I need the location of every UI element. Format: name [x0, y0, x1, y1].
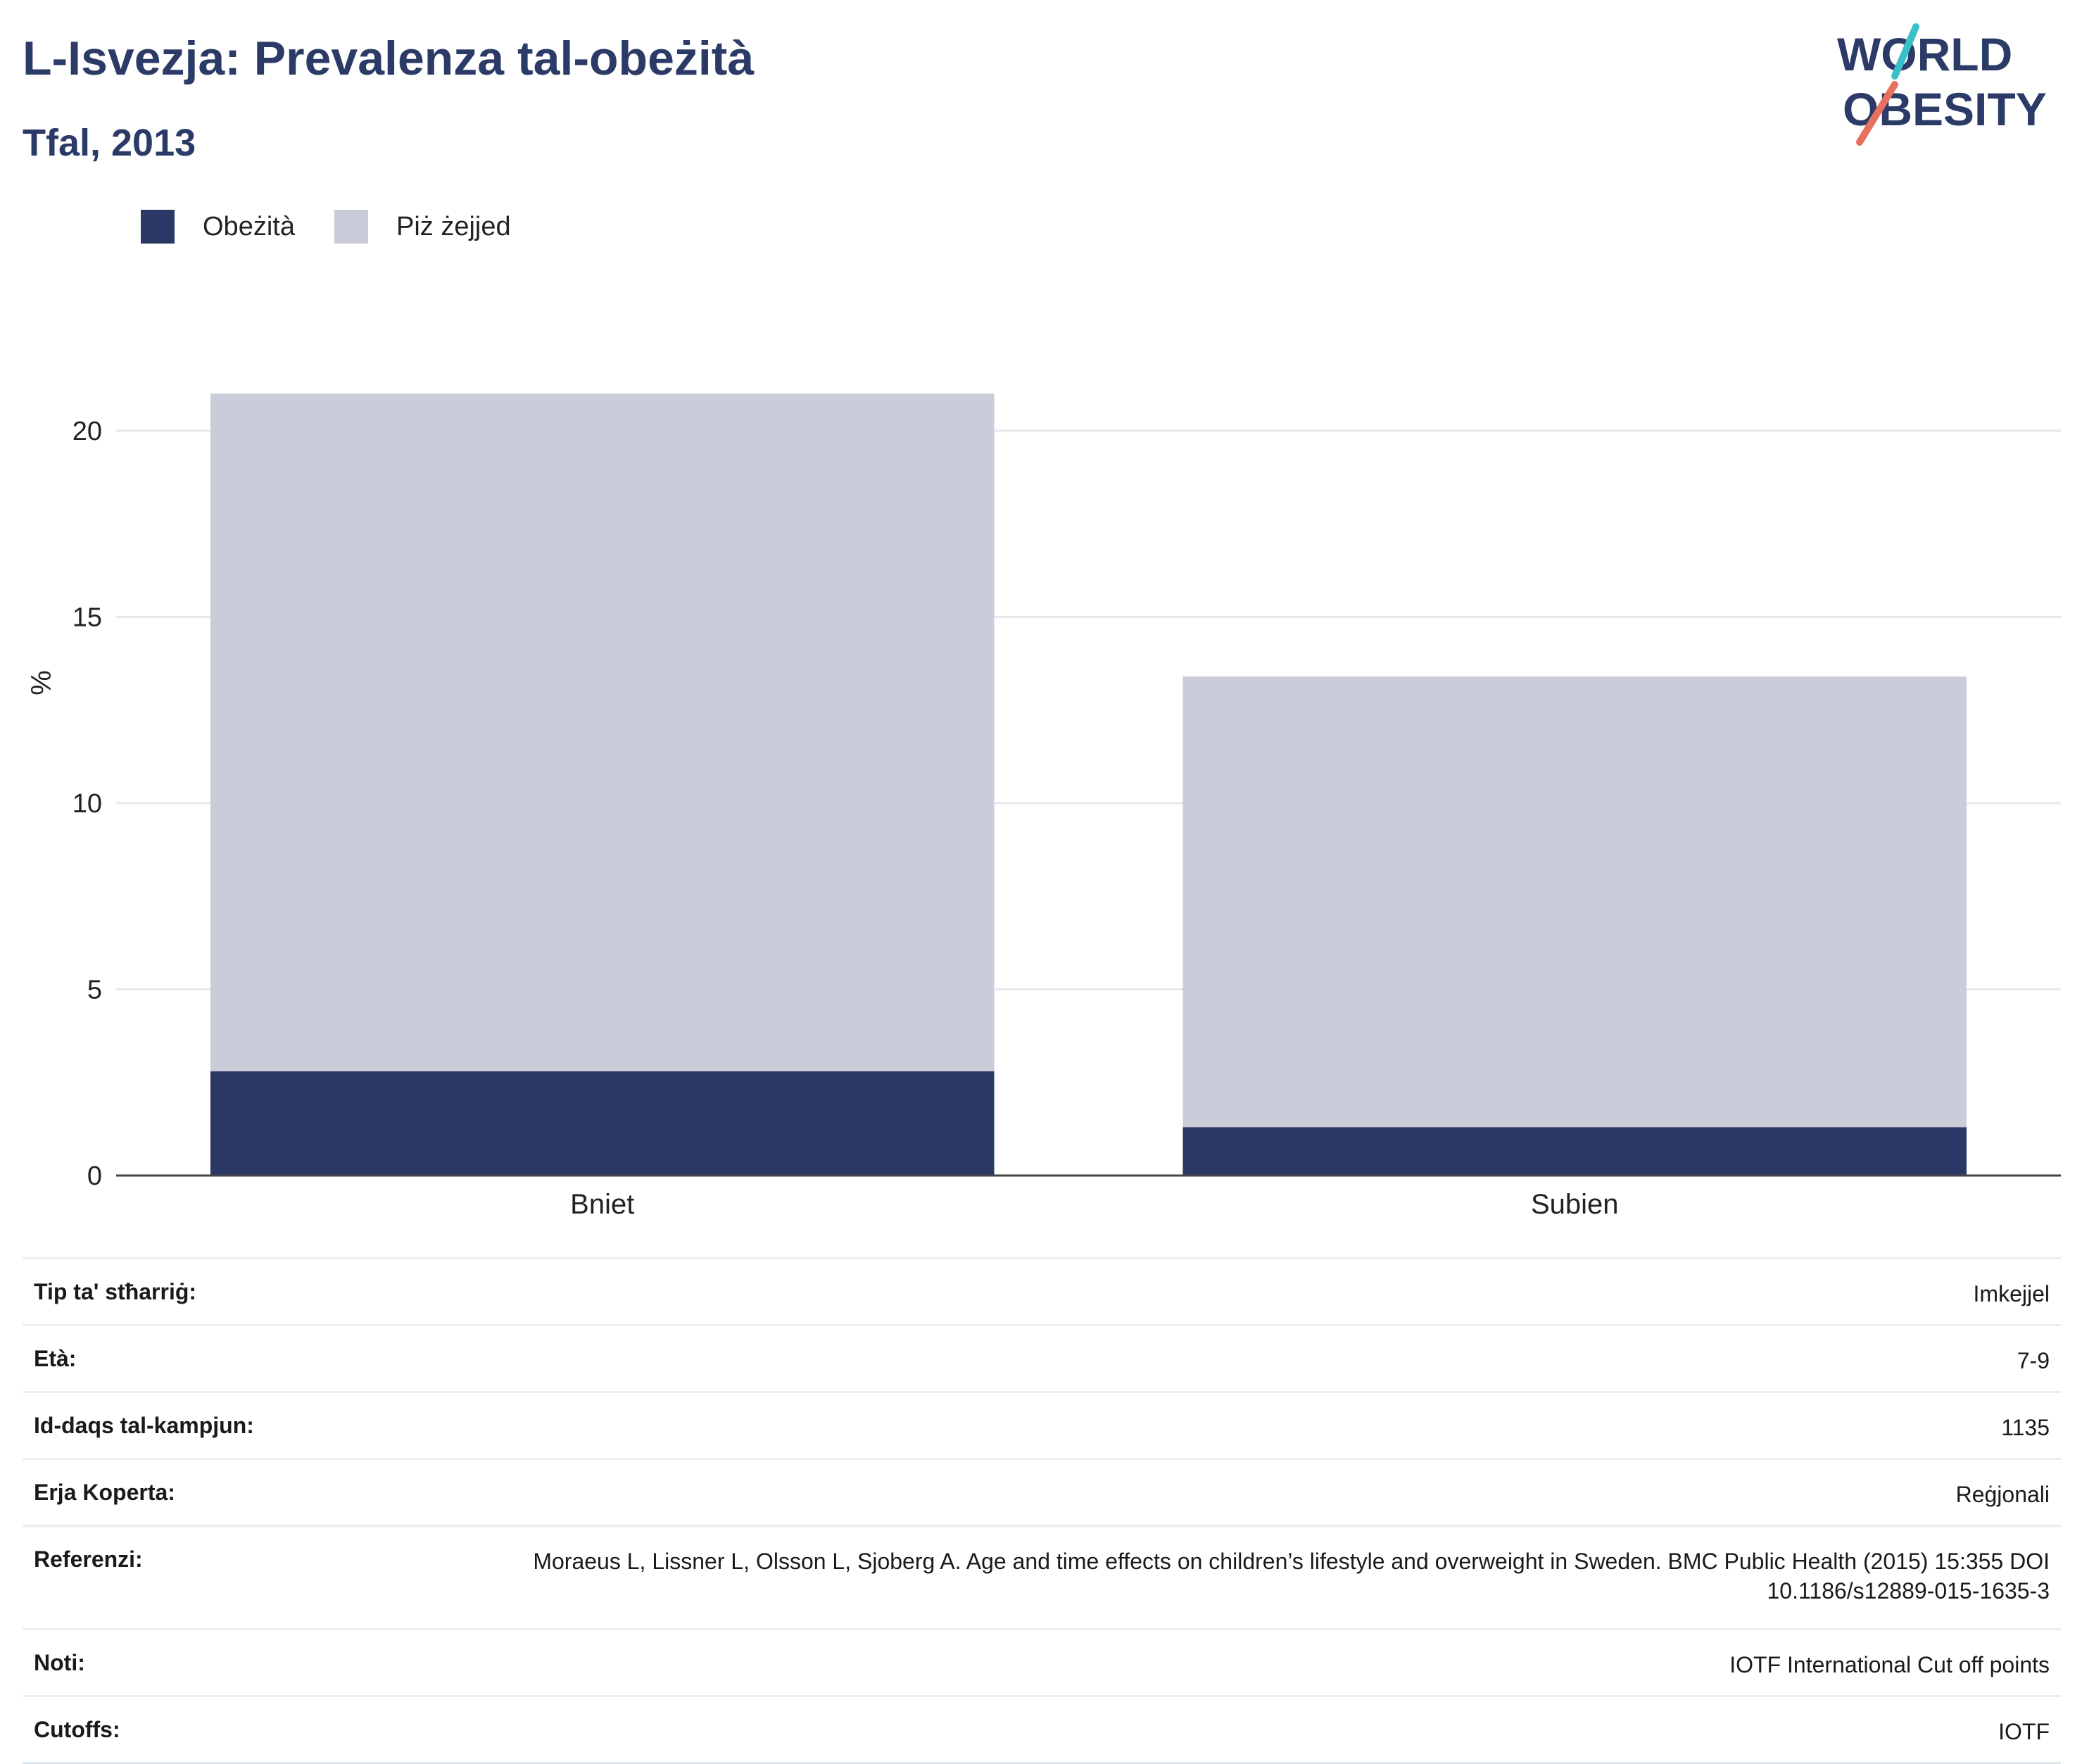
bar-obesity-1	[1182, 1127, 1967, 1176]
y-tick-label: 15	[72, 603, 102, 633]
legend-item-obesity[interactable]: Obeżità	[141, 210, 295, 244]
metadata-row: Referenzi: Moraeus L, Lissner L, Olsson L…	[23, 1525, 2061, 1628]
y-tick-label: 0	[87, 1161, 102, 1191]
bar-obesity-0	[210, 1071, 995, 1176]
x-tick-label: Bniet	[570, 1189, 634, 1220]
chart-title: L-Isvezja: Prevalenza tal-obeżità	[23, 32, 755, 85]
metadata-value: Moraeus L, Lissner L, Olsson L, Sjoberg …	[533, 1549, 2050, 1604]
y-tick-label: 20	[72, 417, 102, 446]
bar-overweight-1	[1182, 676, 1967, 1128]
y-axis-label: %	[26, 670, 57, 695]
metadata-row: Erja Koperta: Reġjonali	[23, 1458, 2061, 1525]
x-tick-label: Subien	[1531, 1189, 1619, 1220]
metadata-key: Id-daqs tal-kampjun:	[34, 1413, 254, 1438]
metadata-key: Cutoffs:	[34, 1717, 120, 1742]
metadata-key: Erja Koperta:	[34, 1480, 175, 1505]
legend-swatch-overweight	[334, 210, 368, 244]
metadata-value: Imkejjel	[1973, 1281, 2050, 1306]
metadata-key: Età:	[34, 1346, 77, 1371]
metadata-value: IOTF International Cut off points	[1729, 1652, 2050, 1677]
metadata-table: Tip ta' stħarriġ: Imkejjel Età: 7-9 Id-daqs …	[23, 1257, 2061, 1764]
metadata-key: Referenzi:	[34, 1546, 143, 1572]
metadata-value: 7-9	[2017, 1348, 2050, 1373]
bar-overweight-0	[210, 393, 995, 1071]
logo-line1: WORLD	[1837, 28, 2012, 80]
y-tick-label: 5	[87, 976, 102, 1005]
legend-item-overweight[interactable]: Piż żejjed	[334, 210, 511, 244]
legend-label-obesity: Obeżità	[203, 211, 295, 241]
metadata-row: Età: 7-9	[23, 1324, 2061, 1391]
chart-subtitle: Tfal, 2013	[23, 122, 196, 164]
legend-swatch-obesity	[141, 210, 175, 244]
bar-chart: 0 5 10 15 20% Bniet Subien	[26, 393, 2061, 1220]
metadata-row: Cutoffs: IOTF	[23, 1695, 2061, 1764]
metadata-row: Tip ta' stħarriġ: Imkejjel	[23, 1257, 2061, 1324]
legend-label-overweight: Piż żejjed	[396, 211, 511, 241]
metadata-row: Noti: IOTF International Cut off points	[23, 1628, 2061, 1695]
metadata-key: Tip ta' stħarriġ:	[34, 1279, 197, 1304]
logo-slash-top	[1891, 23, 1919, 80]
metadata-value: IOTF	[1998, 1719, 2050, 1744]
logo-slash-bottom	[1856, 81, 1898, 146]
metadata-value: Reġjonali	[1955, 1482, 2050, 1507]
legend: Obeżità Piż żejjed	[141, 208, 550, 245]
logo-line2: OBESITY	[1843, 83, 2047, 135]
metadata-key: Noti:	[34, 1650, 85, 1675]
metadata-row: Id-daqs tal-kampjun: 1135	[23, 1391, 2061, 1458]
metadata-value: 1135	[2001, 1415, 2050, 1440]
world-obesity-logo: WORLD OBESITY	[1837, 23, 2047, 146]
y-tick-label: 10	[72, 789, 102, 819]
